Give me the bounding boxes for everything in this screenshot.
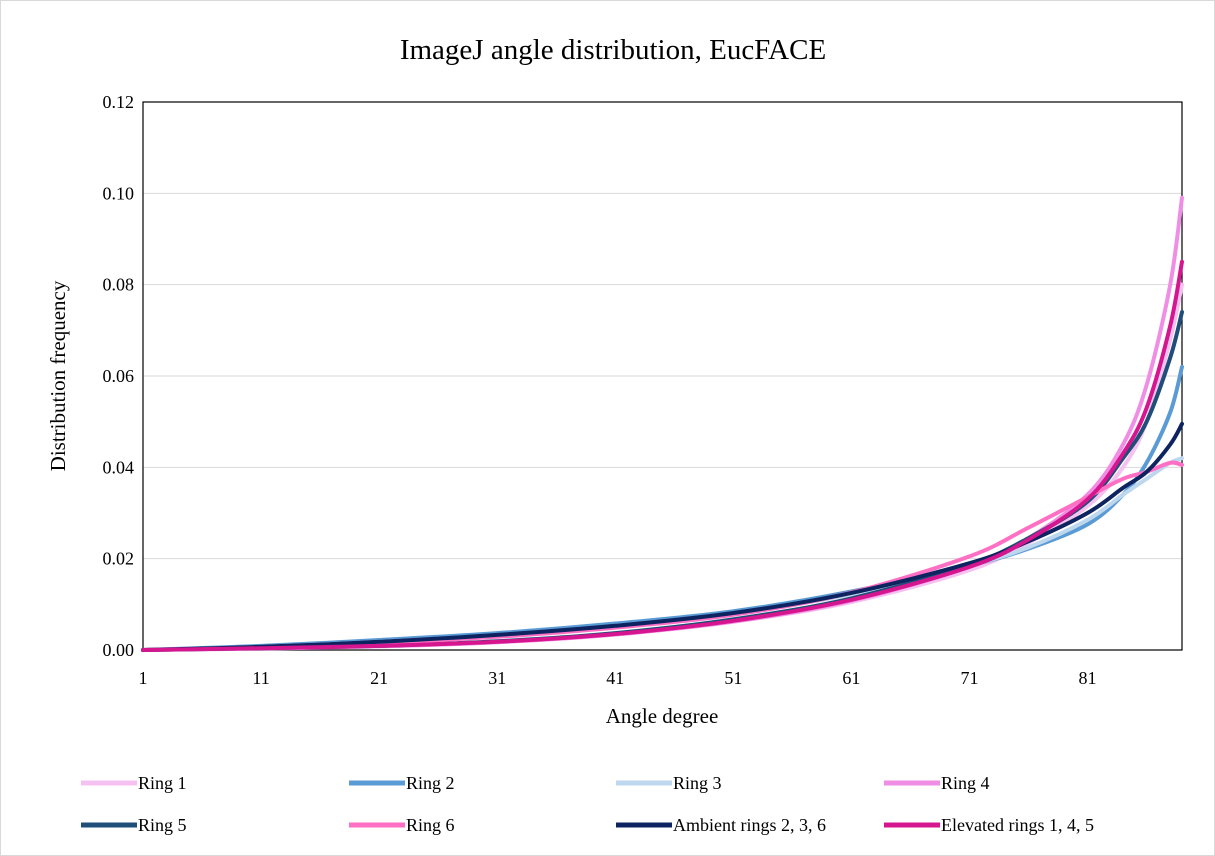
x-tick-label: 81 (1079, 668, 1097, 688)
legend-label-ring-2: Ring 2 (406, 773, 455, 793)
x-tick-label: 61 (842, 668, 860, 688)
x-tick-label: 21 (370, 668, 388, 688)
x-tick-label: 31 (488, 668, 506, 688)
x-tick-label: 1 (139, 668, 148, 688)
legend-label-ring-4: Ring 4 (941, 773, 990, 793)
plot-area-border (142, 101, 1183, 651)
y-tick-label: 0.08 (103, 275, 135, 295)
x-tick-label: 41 (606, 668, 624, 688)
y-tick-label: 0.06 (103, 366, 135, 386)
legend-label-ambient-rings-2-3-6: Ambient rings 2, 3, 6 (673, 815, 826, 835)
y-tick-label: 0.00 (103, 640, 135, 660)
legend-label-ring-3: Ring 3 (673, 773, 722, 793)
legend-label-ring-6: Ring 6 (406, 815, 455, 835)
y-tick-label: 0.04 (103, 457, 135, 477)
x-axis-label: Angle degree (606, 704, 719, 728)
series-line-ring-4 (141, 195, 1184, 652)
x-tick-label: 71 (960, 668, 978, 688)
y-tick-label: 0.12 (103, 92, 135, 112)
series-line-ambient-rings-2-3-6 (141, 421, 1184, 652)
y-axis-label: Distribution frequency (46, 280, 70, 471)
legend-label-ring-1: Ring 1 (138, 773, 187, 793)
x-tick-label: 51 (724, 668, 742, 688)
x-tick-label: 11 (252, 668, 269, 688)
legend-label-elevated-rings-1-4-5: Elevated rings 1, 4, 5 (941, 815, 1094, 835)
legend-label-ring-5: Ring 5 (138, 815, 187, 835)
chart-title: ImageJ angle distribution, EucFACE (400, 34, 826, 66)
series-line-ring-2 (141, 364, 1184, 652)
series-line-ring-5 (141, 310, 1184, 652)
y-tick-label: 0.10 (103, 183, 135, 203)
y-tick-label: 0.02 (103, 549, 135, 569)
series-line-elevated-rings-1-4-5 (141, 259, 1184, 652)
